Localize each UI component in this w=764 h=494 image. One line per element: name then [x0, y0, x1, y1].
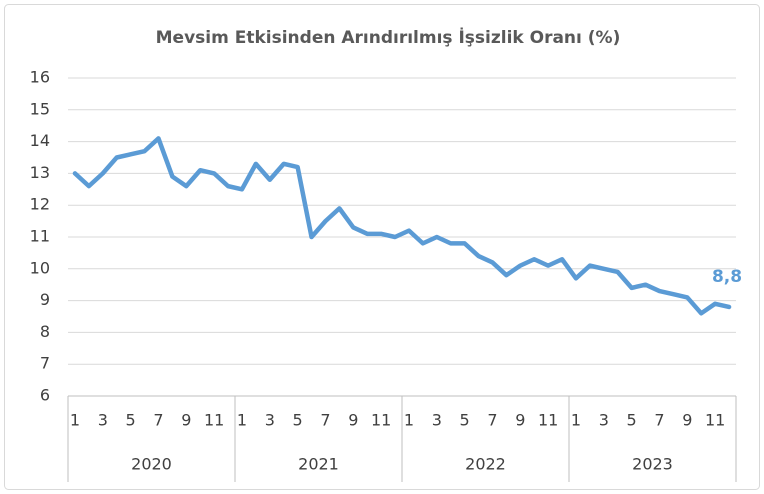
x-tick-label: 7	[153, 411, 163, 430]
x-tick-label: 9	[682, 411, 692, 430]
x-tick-label: 1	[237, 411, 247, 430]
x-tick-label: 3	[432, 411, 442, 430]
x-tick-label: 5	[126, 411, 136, 430]
x-tick-label: 5	[293, 411, 303, 430]
y-tick-label: 14	[30, 131, 50, 150]
y-tick-label: 9	[40, 290, 50, 309]
group-label: 2020	[131, 455, 172, 474]
x-tick-label: 1	[404, 411, 414, 430]
x-tick-label: 3	[265, 411, 275, 430]
x-tick-label: 1	[571, 411, 581, 430]
x-tick-label: 11	[371, 411, 391, 430]
x-tick-label: 5	[460, 411, 470, 430]
y-tick-label: 10	[30, 258, 50, 277]
y-tick-label: 6	[40, 386, 50, 405]
y-tick-label: 7	[40, 354, 50, 373]
x-tick-label: 9	[515, 411, 525, 430]
x-tick-label: 11	[538, 411, 558, 430]
data-label: 8,8	[712, 267, 742, 287]
y-tick-label: 16	[30, 68, 50, 87]
y-tick-label: 11	[30, 227, 50, 246]
group-label: 2023	[632, 455, 673, 474]
x-tick-label: 3	[599, 411, 609, 430]
y-tick-label: 15	[30, 99, 50, 118]
x-tick-label: 7	[487, 411, 497, 430]
x-tick-label: 11	[204, 411, 224, 430]
group-label: 2022	[465, 455, 506, 474]
y-tick-label: 13	[30, 163, 50, 182]
x-tick-label: 1	[70, 411, 80, 430]
chart-title: Mevsim Etkisinden Arındırılmış İşsizlik …	[156, 26, 621, 48]
x-tick-label: 11	[705, 411, 725, 430]
y-tick-label: 8	[40, 322, 50, 341]
data-line	[72, 136, 732, 316]
group-label: 2021	[298, 455, 339, 474]
chart-border	[4, 4, 760, 490]
y-tick-label: 12	[30, 195, 50, 214]
x-tick-label: 3	[98, 411, 108, 430]
x-tick-label: 5	[627, 411, 637, 430]
x-tick-label: 7	[320, 411, 330, 430]
x-tick-label: 9	[348, 411, 358, 430]
x-tick-label: 9	[181, 411, 191, 430]
x-tick-label: 7	[654, 411, 664, 430]
